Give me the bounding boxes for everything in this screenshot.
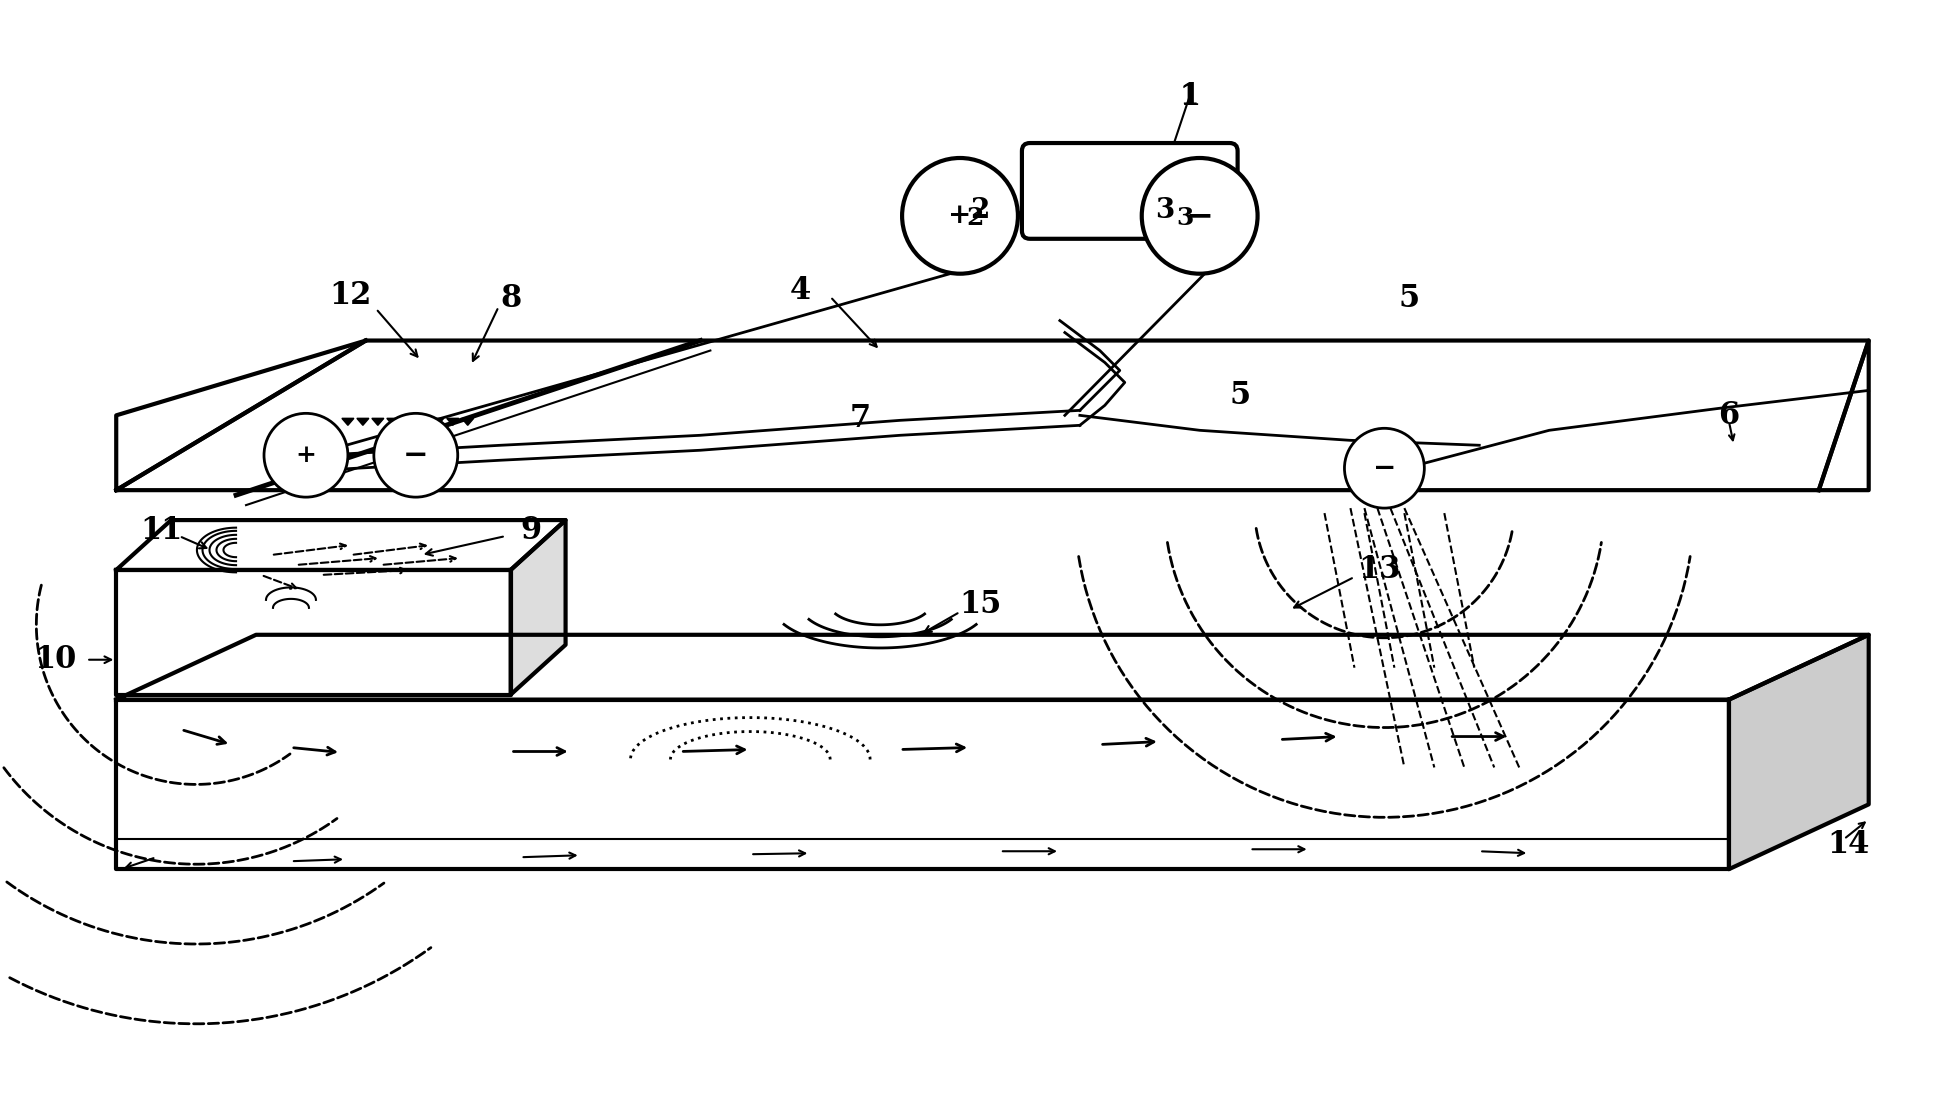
Text: 9: 9 bbox=[520, 514, 542, 545]
Polygon shape bbox=[342, 418, 354, 425]
Circle shape bbox=[1344, 428, 1423, 508]
Polygon shape bbox=[358, 418, 369, 425]
Polygon shape bbox=[116, 635, 1868, 700]
Text: 3: 3 bbox=[1155, 198, 1174, 224]
Polygon shape bbox=[418, 418, 429, 425]
Text: −: − bbox=[1186, 200, 1215, 232]
Text: 11: 11 bbox=[139, 514, 182, 545]
Text: 2: 2 bbox=[967, 205, 984, 230]
Polygon shape bbox=[511, 520, 565, 694]
Text: 1: 1 bbox=[1180, 83, 1199, 109]
Text: 3: 3 bbox=[1176, 205, 1193, 230]
Text: +: + bbox=[948, 202, 971, 230]
Text: −: − bbox=[1373, 455, 1396, 481]
Polygon shape bbox=[387, 418, 398, 425]
Circle shape bbox=[1141, 158, 1257, 274]
Text: 14: 14 bbox=[1828, 829, 1870, 860]
Text: 4: 4 bbox=[789, 275, 810, 306]
Text: −: − bbox=[402, 439, 429, 470]
Polygon shape bbox=[1818, 340, 1868, 490]
Text: 5: 5 bbox=[1398, 283, 1420, 315]
Text: 1: 1 bbox=[1180, 81, 1201, 112]
Text: 2: 2 bbox=[971, 198, 990, 224]
Polygon shape bbox=[116, 340, 366, 490]
Text: 7: 7 bbox=[849, 403, 870, 434]
Polygon shape bbox=[1729, 635, 1868, 869]
FancyBboxPatch shape bbox=[1021, 144, 1238, 238]
Polygon shape bbox=[402, 418, 414, 425]
Circle shape bbox=[265, 413, 348, 497]
Polygon shape bbox=[116, 570, 511, 694]
Text: 13: 13 bbox=[1358, 554, 1400, 585]
Text: 12: 12 bbox=[329, 280, 371, 311]
Text: 5: 5 bbox=[1228, 380, 1249, 411]
Polygon shape bbox=[116, 340, 1868, 490]
Polygon shape bbox=[116, 700, 1729, 869]
Polygon shape bbox=[431, 418, 443, 425]
Circle shape bbox=[901, 158, 1017, 274]
Polygon shape bbox=[116, 520, 565, 570]
Polygon shape bbox=[371, 418, 383, 425]
Text: +: + bbox=[296, 443, 317, 467]
Text: 10: 10 bbox=[35, 645, 75, 676]
Text: 15: 15 bbox=[959, 590, 1002, 620]
Text: 6: 6 bbox=[1717, 400, 1739, 431]
Polygon shape bbox=[447, 418, 458, 425]
Circle shape bbox=[373, 413, 458, 497]
Text: 8: 8 bbox=[501, 283, 522, 315]
Polygon shape bbox=[462, 418, 474, 425]
